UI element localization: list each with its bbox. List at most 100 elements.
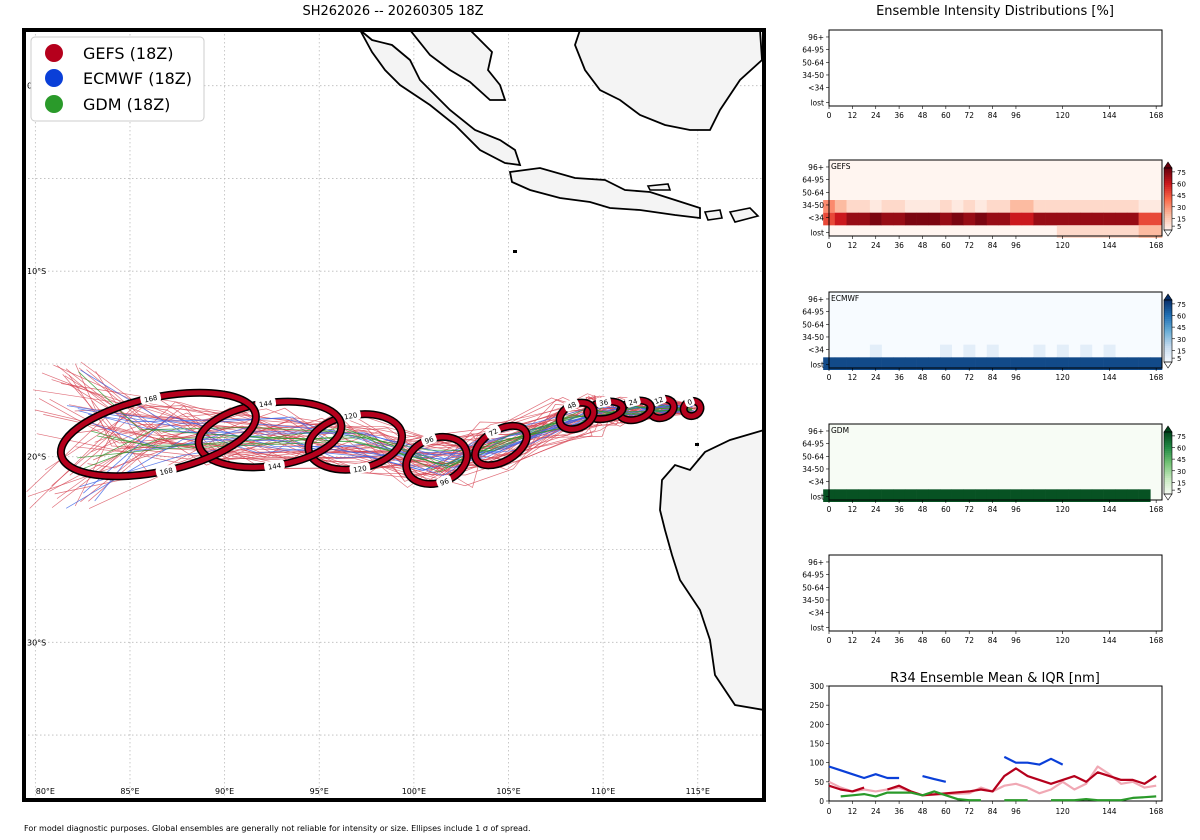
lon-tick-label: 90°E <box>215 787 234 796</box>
map-legend: GEFS (18Z) ECMWF (18Z) GDM (18Z) <box>30 36 205 122</box>
y-tick-label: lost <box>810 623 824 632</box>
colorbar-step <box>1164 199 1172 202</box>
y-tick-label: 34-50 <box>802 596 824 605</box>
x-tick-label: 120 <box>1056 636 1071 645</box>
y-tick-label: 34-50 <box>802 71 824 80</box>
heat-cell <box>963 200 976 213</box>
x-tick-label: 168 <box>1149 636 1164 645</box>
colorbar-step <box>1164 448 1172 451</box>
colorbar-step <box>1164 349 1172 353</box>
heat-cell <box>904 489 917 502</box>
heat-cell <box>986 344 999 358</box>
x-tick-label: 0 <box>827 241 832 250</box>
heat-cell <box>1080 489 1093 502</box>
x-tick-label: 168 <box>1149 241 1164 250</box>
heat-cell <box>940 212 952 226</box>
heat-cell <box>881 357 894 370</box>
heat-cell <box>1045 212 1058 226</box>
heat-cell <box>858 212 871 226</box>
heat-cell <box>916 212 929 226</box>
heat-cell <box>1138 357 1151 370</box>
y-tick-label: 64-95 <box>802 440 824 449</box>
lon-tick-label: 110°E <box>591 787 615 796</box>
x-tick-label: 144 <box>1102 505 1117 514</box>
heat-cell <box>940 357 952 370</box>
x-tick-label: 96 <box>1011 636 1021 645</box>
heat-cell <box>928 200 941 213</box>
heat-cell <box>1103 344 1116 358</box>
colorbar-extend-top <box>1163 425 1173 433</box>
x-tick-label: 36 <box>894 241 904 250</box>
x-tick-label: 120 <box>1056 111 1071 120</box>
colorbar-step <box>1164 485 1172 489</box>
colorbar-tick-label: 5 <box>1177 487 1181 495</box>
colorbar-tick-label: 60 <box>1177 181 1186 189</box>
colorbar-step <box>1164 196 1172 200</box>
heat-cell <box>834 212 847 226</box>
colorbar-step <box>1164 479 1172 482</box>
colorbar-step <box>1164 215 1172 218</box>
ellipse-label-box <box>349 462 371 475</box>
colorbar-extend-top <box>1163 293 1173 301</box>
r34-chart: 0 50 100 150 200 250 300 0 12 24 36 48 60 72 84 96 120 14… <box>810 682 1164 816</box>
colorbar-step <box>1164 304 1172 307</box>
y-tick-label: lost <box>810 228 824 237</box>
x-tick-label: 60 <box>941 111 951 120</box>
r34-y-tick-label: 150 <box>810 740 825 749</box>
ellipse-label-box <box>340 409 362 422</box>
colorbar-step <box>1164 308 1172 311</box>
colorbar-step <box>1164 217 1172 221</box>
colorbar-frame <box>1163 431 1173 495</box>
y-tick-label: 64-95 <box>802 308 824 317</box>
colorbar-step <box>1164 221 1172 225</box>
colorbar-tick-label: 75 <box>1177 433 1186 441</box>
heat-cell <box>1080 225 1093 238</box>
heat-cell <box>1068 212 1081 226</box>
heat-cell <box>1103 212 1116 226</box>
r34-x-tick-label: 0 <box>827 807 832 816</box>
colorbar-step <box>1164 345 1172 348</box>
y-tick-label: 96+ <box>808 163 824 172</box>
colorbar-step <box>1164 477 1172 480</box>
heat-cell <box>1103 200 1116 213</box>
heat-cell <box>1115 489 1128 502</box>
ellipse-tau-label: 48 <box>566 400 577 411</box>
colorbar-extend-top <box>1163 161 1173 169</box>
colorbar-step <box>1164 314 1172 317</box>
heat-cell <box>1150 357 1163 370</box>
y-tick-label: 50-64 <box>802 452 824 461</box>
r34-series-ecmwf_mean <box>828 755 1064 783</box>
heat-cell <box>1033 489 1046 502</box>
colorbar-step <box>1164 359 1172 363</box>
heat-cell <box>858 200 871 213</box>
heat-cell <box>916 357 929 370</box>
heat-cell <box>1010 200 1023 213</box>
x-tick-label: 120 <box>1056 373 1071 382</box>
x-tick-label: 24 <box>871 373 881 382</box>
y-tick-label: 50-64 <box>802 320 824 329</box>
heat-cell <box>1126 225 1139 238</box>
colorbar-step <box>1164 481 1172 485</box>
y-tick-label: <34 <box>808 478 824 487</box>
legend-gdm-label: GDM (18Z) <box>83 95 170 114</box>
colorbar-step <box>1164 465 1172 468</box>
heat-cell <box>1091 212 1104 226</box>
heat-cell <box>1021 200 1034 213</box>
lon-tick-label: 85°E <box>120 787 139 796</box>
r34-x-tick-label: 72 <box>964 807 974 816</box>
heat-cell <box>928 489 941 502</box>
x-tick-label: 84 <box>988 373 998 382</box>
heat-cell <box>975 200 988 213</box>
x-tick-label: 96 <box>1011 505 1021 514</box>
panel-background <box>829 424 1162 500</box>
heat-cell <box>986 212 999 226</box>
heat-cell <box>834 357 847 370</box>
java-land <box>508 167 701 220</box>
colorbar-step <box>1164 450 1172 454</box>
x-tick-label: 60 <box>941 636 951 645</box>
colorbar-step <box>1164 211 1172 214</box>
y-tick-label: <34 <box>808 609 824 618</box>
heat-cell <box>1126 212 1139 226</box>
forecast-ellipse: 36 <box>583 396 627 424</box>
